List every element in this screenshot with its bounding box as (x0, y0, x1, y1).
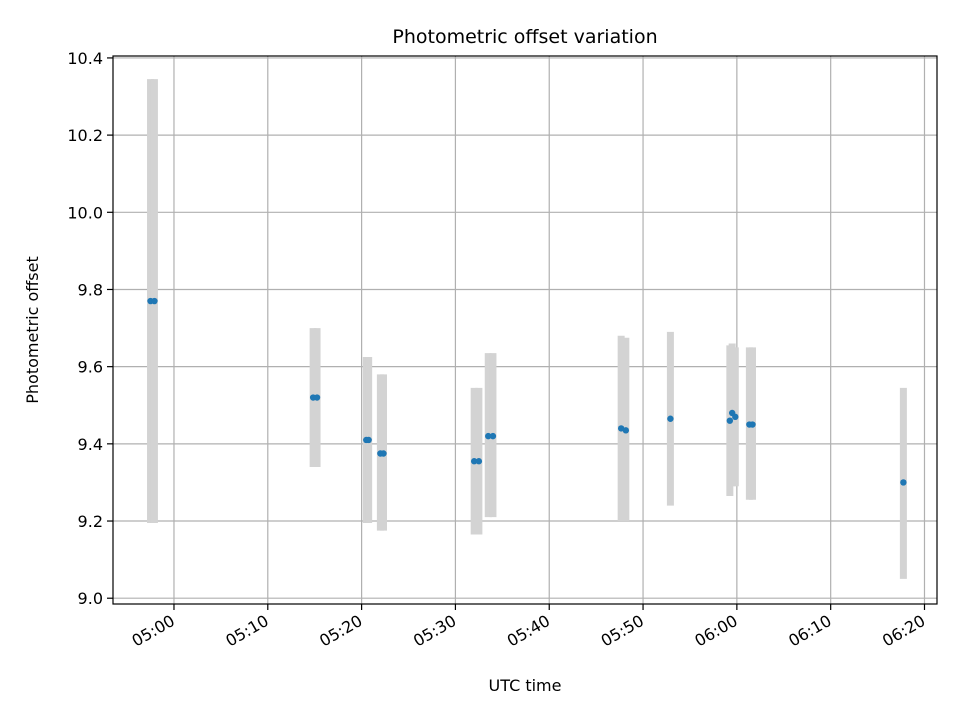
data-point (485, 432, 492, 440)
y-tick-label: 10.2 (67, 126, 103, 145)
data-point (313, 394, 321, 401)
data-point (365, 436, 372, 444)
y-tick-label: 9.8 (78, 280, 103, 299)
y-tick-label: 9.4 (78, 435, 103, 454)
data-points (147, 297, 907, 486)
plot-frame (112, 55, 938, 605)
x-axis-label: UTC time (489, 676, 562, 695)
y-axis: 9.0 9.2 9.4 9.6 9.8 10.0 10.2 10.4 (67, 49, 113, 608)
data-point (732, 413, 739, 421)
data-point (900, 479, 907, 486)
y-tick-label: 9.0 (78, 589, 103, 608)
y-tick-label: 10.0 (67, 203, 103, 222)
y-tick-label: 9.2 (78, 512, 103, 531)
data-point (151, 297, 158, 305)
data-point (489, 432, 497, 440)
data-point (380, 450, 387, 457)
chart-title: Photometric offset variation (392, 26, 657, 48)
y-tick-label: 9.6 (78, 358, 103, 377)
data-point (726, 417, 734, 424)
grid (113, 56, 937, 604)
data-point (667, 415, 674, 422)
data-point (470, 458, 478, 465)
data-point (475, 458, 483, 465)
y-tick-label: 10.4 (67, 49, 103, 68)
data-point (622, 427, 630, 434)
data-point (749, 421, 756, 428)
y-axis-label: Photometric offset (23, 256, 42, 404)
